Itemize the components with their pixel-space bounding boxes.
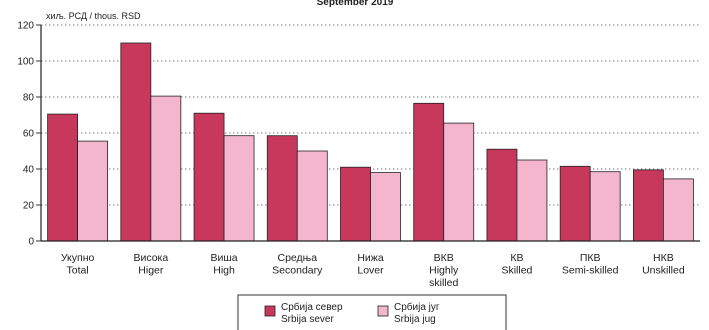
x-category-label: Укупно <box>61 252 95 264</box>
y-tick-label: 40 <box>23 165 35 176</box>
bar-series1-cat8 <box>559 165 591 242</box>
x-category-label: Виша <box>210 252 237 264</box>
chart-title: September 2019 <box>317 0 394 8</box>
y-tick-labels: 0 20 40 60 80 100 120 <box>17 21 41 248</box>
y-tick-label: 60 <box>23 129 35 140</box>
x-category-label: ВКВ <box>434 252 454 264</box>
x-category-label: Lover <box>357 265 384 277</box>
legend-box <box>237 294 507 330</box>
x-category-label: Higer <box>138 265 164 277</box>
bar-series2-cat6 <box>443 122 475 242</box>
legend-label-series2: Србија југ <box>394 301 440 313</box>
bar-series2-cat4 <box>296 150 328 242</box>
legend-label-series1: Srbija sever <box>281 314 334 325</box>
legend-swatch-series1 <box>264 305 276 317</box>
x-category-label: ПКВ <box>580 252 601 264</box>
bar-series1-cat2 <box>120 42 152 242</box>
x-category-label: Highly <box>429 265 459 277</box>
bar-series2-cat7 <box>516 159 548 242</box>
bar-series1-cat3 <box>193 112 225 242</box>
y-tick-label: 100 <box>17 57 34 68</box>
y-tick-label: 120 <box>17 21 34 32</box>
bar-series2-cat8 <box>589 171 621 242</box>
x-category-label: High <box>213 265 235 277</box>
legend-label-series1: Србија север <box>281 301 343 313</box>
y-tick-label: 20 <box>23 201 35 212</box>
x-category-label: Total <box>67 265 89 277</box>
x-category-label: Secondary <box>272 265 323 277</box>
bar-series1-cat1 <box>47 113 79 242</box>
legend-swatch-series2 <box>377 305 389 317</box>
bar-series1-cat9 <box>632 169 664 242</box>
x-category-label: НКВ <box>653 252 674 264</box>
bar-series1-cat6 <box>413 102 445 242</box>
bars-group <box>47 42 694 242</box>
x-category-label: skilled <box>429 277 458 289</box>
x-category-label: Средња <box>278 252 318 264</box>
legend-label-series2: Srbija jug <box>394 314 436 325</box>
bar-series2-cat5 <box>370 172 401 242</box>
x-category-label: Skilled <box>501 265 532 277</box>
x-category-label: Semi-skilled <box>562 265 619 277</box>
bar-series2-cat2 <box>150 95 182 242</box>
y-tick-label: 80 <box>23 93 35 104</box>
y-tick-label: 0 <box>28 237 34 248</box>
bar-series1-cat5 <box>340 166 371 242</box>
x-category-label: КВ <box>510 252 523 264</box>
bar-series1-cat7 <box>486 148 518 242</box>
bar-series1-cat4 <box>266 135 298 242</box>
bar-series2-cat3 <box>223 135 255 242</box>
bar-series2-cat1 <box>77 140 109 242</box>
y-axis-unit-label: хиљ. РСД / thous. RSD <box>46 11 141 21</box>
bar-series2-cat9 <box>662 178 694 242</box>
x-category-label: Unskilled <box>642 265 685 277</box>
x-category-label: Нижа <box>357 252 383 264</box>
x-category-label: Висока <box>133 252 168 264</box>
